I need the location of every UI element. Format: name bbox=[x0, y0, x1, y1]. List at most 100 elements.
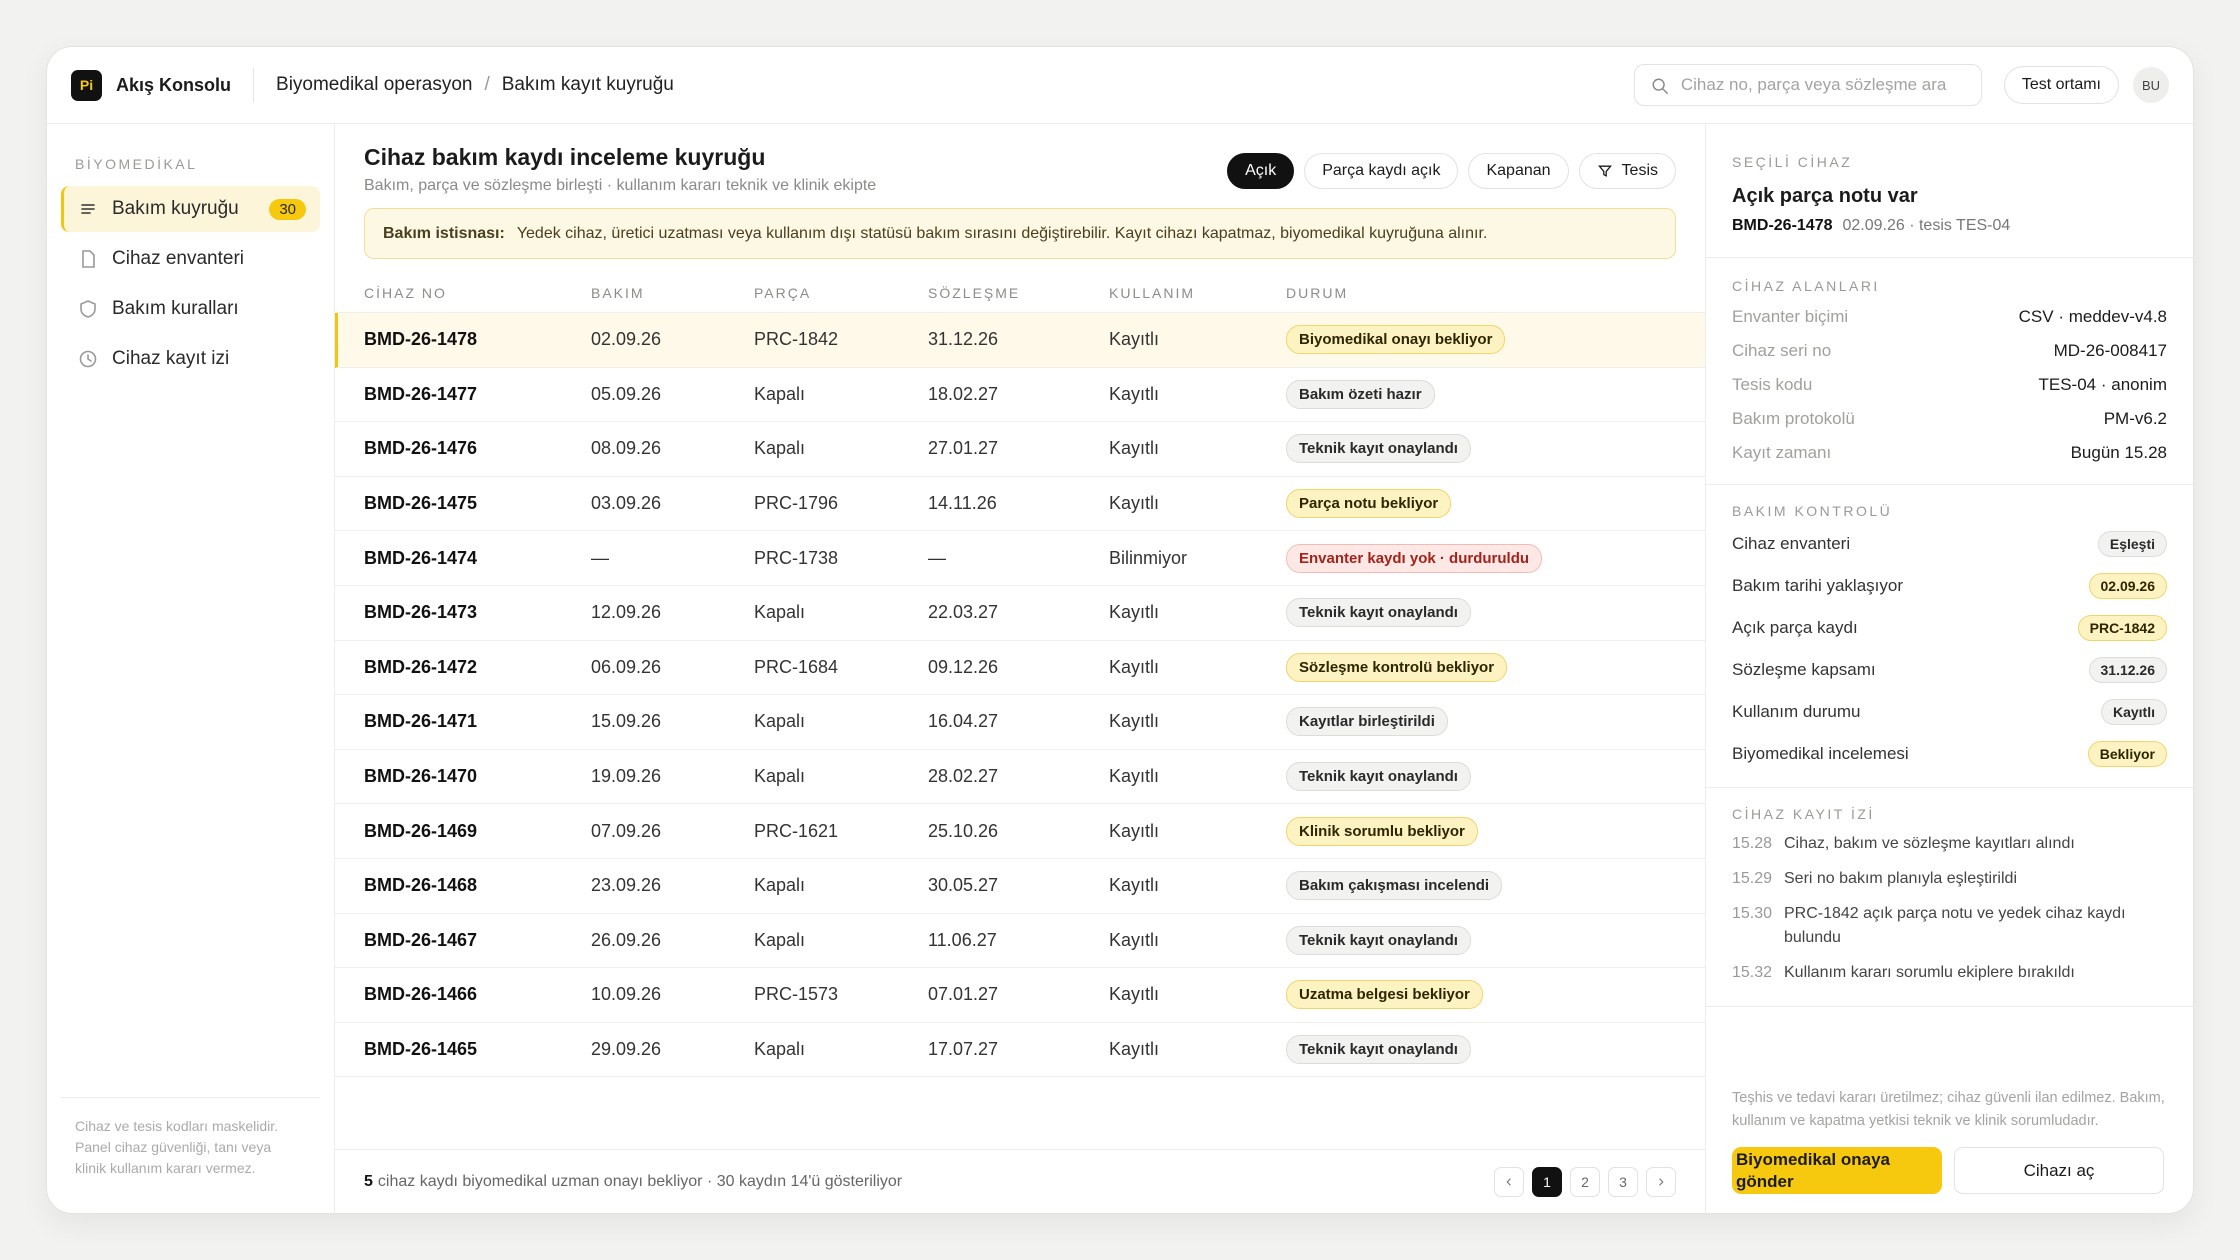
table-cell: 10.09.26 bbox=[591, 984, 662, 1005]
status-pill: Teknik kayıt onaylandı bbox=[1286, 598, 1471, 628]
icon bbox=[82, 250, 95, 268]
control-label: Sözleşme kapsamı bbox=[1732, 660, 1876, 679]
control-label: Bakım tarihi yaklaşıyor bbox=[1732, 576, 1903, 595]
filter-chip[interactable]: Tesis bbox=[1578, 153, 1676, 189]
table-cell: 14.11.26 bbox=[928, 493, 997, 514]
control-label: Biyomedikal incelemesi bbox=[1732, 744, 1909, 763]
table-row[interactable]: BMD-26-1475 03.09.26 PRC-1796 14.11.26 Kayıt… bbox=[335, 477, 1705, 532]
search-placeholder: Cihaz no, parça veya sözleşme ara bbox=[1680, 75, 1947, 94]
breadcrumb-separator: / bbox=[484, 74, 490, 95]
control-pill: Eşleşti bbox=[2097, 531, 2167, 557]
maintenance-control: BAKIM KONTROLÜ Cihaz envanteri Eşleşti Bakı… bbox=[1706, 485, 2193, 788]
logo: Pi bbox=[71, 69, 102, 101]
device-id: BMD-26-1478 bbox=[1732, 217, 1833, 234]
table-cell: BMD-26-1474 bbox=[364, 547, 478, 568]
detail-panel: SEÇİLİ CİHAZ Açık parça notu var BMD-26-14… bbox=[1706, 124, 2193, 1213]
field-label: Cihaz seri no bbox=[1732, 341, 1832, 360]
table-cell: BMD-26-1478 bbox=[364, 329, 478, 350]
status-cell: Sözleşme kontrolü bekliyor bbox=[1286, 652, 1508, 682]
table-cell: PRC-1621 bbox=[754, 820, 839, 841]
column-header: BAKIM bbox=[591, 284, 645, 301]
app-window: Pi Akış Konsolu Biyomedikal operasyon / Bakı… bbox=[46, 46, 2194, 1214]
table-row[interactable]: BMD-26-1466 10.09.26 PRC-1573 07.01.27 Kayıt… bbox=[335, 968, 1705, 1023]
log-entry: 15.29 Seri no bakım planıyla eşleştirildi bbox=[1732, 867, 2167, 891]
table-cell: Kayıtlı bbox=[1109, 1039, 1160, 1060]
table-cell: Kayıtlı bbox=[1109, 875, 1160, 896]
table-cell: 23.09.26 bbox=[591, 875, 662, 896]
table-cell: BMD-26-1467 bbox=[364, 929, 478, 950]
icon bbox=[1597, 165, 1612, 177]
table-row[interactable]: BMD-26-1477 05.09.26 Kapalı 18.02.27 Kayıtlı… bbox=[335, 368, 1705, 423]
filter-chip[interactable]: Açık bbox=[1227, 153, 1295, 189]
log-time: 15.30 bbox=[1732, 905, 1773, 922]
status-pill: Bakım özeti hazır bbox=[1286, 379, 1435, 409]
table-row[interactable]: BMD-26-1467 26.09.26 Kapalı 11.06.27 Kayıtlı… bbox=[335, 914, 1705, 969]
icon bbox=[1506, 1178, 1511, 1185]
table-row[interactable]: BMD-26-1473 12.09.26 Kapalı 22.03.27 Kayıtlı… bbox=[335, 586, 1705, 641]
table-cell: BMD-26-1477 bbox=[364, 383, 478, 404]
search-box[interactable]: Cihaz no, parça veya sözleşme ara bbox=[1633, 64, 1982, 106]
table-row[interactable]: BMD-26-1472 06.09.26 PRC-1684 09.12.26 Kayıt… bbox=[335, 641, 1705, 696]
table-cell: 16.04.27 bbox=[928, 711, 999, 732]
field-value: CSV · meddev-v4.8 bbox=[2018, 307, 2167, 326]
table-row[interactable]: BMD-26-1471 15.09.26 Kapalı 16.04.27 Kayıtlı… bbox=[335, 695, 1705, 750]
table-cell: BMD-26-1473 bbox=[364, 602, 478, 623]
table-cell: — bbox=[928, 547, 946, 568]
primary-button[interactable]: Biyomedikal onaya gönder bbox=[1732, 1147, 1942, 1194]
section-label: CİHAZ KAYIT İZİ bbox=[1732, 806, 1875, 822]
table-cell: Kapalı bbox=[754, 383, 806, 404]
page-button[interactable]: 2 bbox=[1570, 1166, 1600, 1197]
table-row[interactable]: BMD-26-1476 08.09.26 Kapalı 27.01.27 Kayıtlı… bbox=[335, 422, 1705, 477]
nav-item[interactable]: Cihaz kayıt izi bbox=[61, 336, 320, 382]
avatar[interactable]: BU bbox=[2133, 67, 2169, 103]
table-cell: BMD-26-1466 bbox=[364, 984, 478, 1005]
table-cell: BMD-26-1465 bbox=[364, 1039, 478, 1060]
log-entry: 15.28 Cihaz, bakım ve sözleşme kayıtları … bbox=[1732, 832, 2167, 856]
table-row[interactable]: BMD-26-1478 02.09.26 PRC-1842 31.12.26 Kayıt… bbox=[335, 313, 1705, 368]
table-row[interactable]: BMD-26-1469 07.09.26 PRC-1621 25.10.26 Kayıt… bbox=[335, 804, 1705, 859]
secondary-button[interactable]: Cihazı aç bbox=[1954, 1147, 2164, 1194]
filter-chip[interactable]: Kapanan bbox=[1468, 153, 1569, 189]
table-cell: PRC-1573 bbox=[754, 984, 839, 1005]
control-pill: 31.12.26 bbox=[2088, 657, 2167, 683]
table-row[interactable]: BMD-26-1465 29.09.26 Kapalı 17.07.27 Kayıtlı… bbox=[335, 1023, 1705, 1078]
filter-label: Tesis bbox=[1621, 162, 1658, 179]
environment-chip[interactable]: Test ortamı bbox=[2003, 66, 2119, 104]
section-label: SEÇİLİ CİHAZ bbox=[1732, 154, 1853, 170]
page-button[interactable]: 3 bbox=[1608, 1166, 1638, 1197]
table-cell: Kayıtlı bbox=[1109, 820, 1160, 841]
table-cell: Kayıtlı bbox=[1109, 656, 1160, 677]
filters: Açık Parça kaydı açık Kapanan Tesis bbox=[1227, 153, 1676, 189]
control-row: Açık parça kaydı PRC-1842 bbox=[1732, 607, 2167, 649]
breadcrumb-item[interactable]: Biyomedikal operasyon bbox=[276, 74, 473, 95]
table-cell: 27.01.27 bbox=[928, 438, 999, 459]
selected-device: SEÇİLİ CİHAZ Açık parça notu var BMD-26-14… bbox=[1706, 124, 2193, 258]
table-cell: 05.09.26 bbox=[591, 383, 662, 404]
table-cell: 09.12.26 bbox=[928, 656, 999, 677]
table-cell: 11.06.27 bbox=[928, 929, 997, 950]
page-next[interactable] bbox=[1646, 1166, 1676, 1197]
filter-label: Kapanan bbox=[1486, 162, 1551, 179]
field-row: Tesis kodu TES-04 · anonim bbox=[1732, 368, 2167, 402]
table-row[interactable]: BMD-26-1468 23.09.26 Kapalı 30.05.27 Kayıtlı… bbox=[335, 859, 1705, 914]
column-header: DURUM bbox=[1286, 284, 1349, 301]
app-name: Akış Konsolu bbox=[116, 74, 232, 95]
table-cell: Kapalı bbox=[754, 1039, 806, 1060]
page-button[interactable]: 1 bbox=[1532, 1166, 1562, 1197]
table-row[interactable]: BMD-26-1474 — PRC-1738 — Bilinmiyor Envanter … bbox=[335, 531, 1705, 586]
nav-item[interactable]: Bakım kuyruğu 30 bbox=[61, 186, 320, 232]
table-cell: Kapalı bbox=[754, 929, 806, 950]
status-cell: Kayıtlar birleştirildi bbox=[1286, 707, 1448, 737]
nav-item[interactable]: Bakım kuralları bbox=[61, 286, 320, 332]
table-cell: 07.01.27 bbox=[928, 984, 999, 1005]
control-row: Cihaz envanteri Eşleşti bbox=[1732, 523, 2167, 565]
table-cell: 26.09.26 bbox=[591, 929, 662, 950]
table-row[interactable]: BMD-26-1470 19.09.26 Kapalı 28.02.27 Kayıtlı… bbox=[335, 750, 1705, 805]
table-cell: 08.09.26 bbox=[591, 438, 662, 459]
page-prev[interactable] bbox=[1494, 1166, 1524, 1197]
filter-chip[interactable]: Parça kaydı açık bbox=[1304, 153, 1459, 189]
nav-item[interactable]: Cihaz envanteri bbox=[61, 236, 320, 282]
table-cell: Bilinmiyor bbox=[1109, 547, 1188, 568]
status-pill: Teknik kayıt onaylandı bbox=[1286, 434, 1471, 464]
status-pill: Uzatma belgesi bekliyor bbox=[1286, 980, 1483, 1010]
